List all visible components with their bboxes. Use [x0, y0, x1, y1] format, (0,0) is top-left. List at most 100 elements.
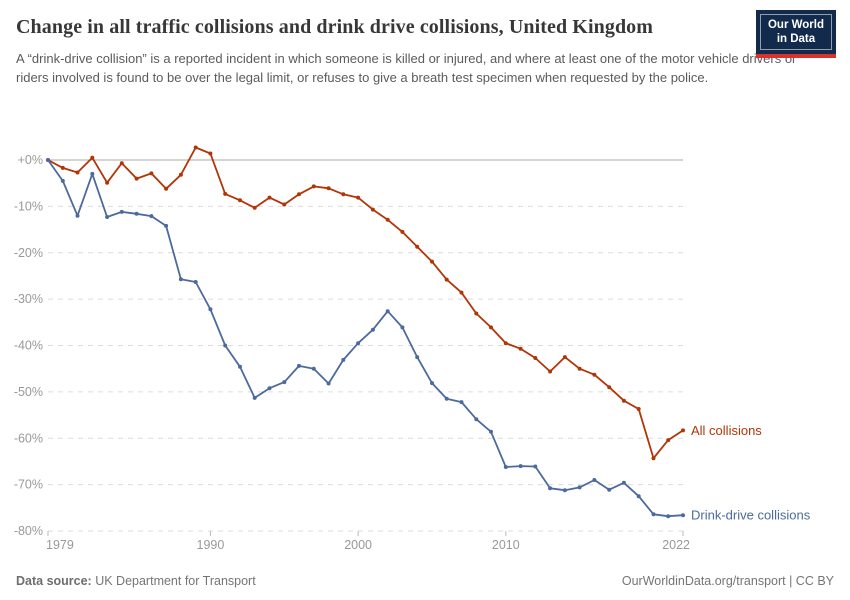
data-point[interactable] [548, 369, 553, 374]
data-point[interactable] [444, 277, 449, 282]
data-point[interactable] [282, 202, 287, 207]
data-point[interactable] [193, 145, 198, 150]
data-point[interactable] [385, 309, 390, 314]
data-point[interactable] [621, 480, 626, 485]
data-point[interactable] [282, 380, 287, 385]
data-point[interactable] [90, 155, 95, 160]
data-point[interactable] [60, 178, 65, 183]
data-point[interactable] [503, 465, 508, 469]
data-point[interactable] [208, 151, 213, 156]
data-point[interactable] [105, 180, 110, 185]
y-axis-tick-label: -40% [14, 339, 43, 353]
data-point[interactable] [134, 211, 139, 216]
data-point[interactable] [370, 327, 375, 332]
data-point[interactable] [503, 341, 508, 346]
data-point[interactable] [252, 205, 257, 210]
data-point[interactable] [356, 195, 361, 200]
series-line-all-collisions[interactable] [47, 146, 684, 460]
data-point[interactable] [193, 280, 198, 284]
data-point[interactable] [341, 192, 346, 197]
data-point[interactable] [341, 357, 346, 362]
data-point[interactable] [444, 396, 449, 401]
data-point[interactable] [164, 223, 169, 228]
data-point[interactable] [370, 207, 375, 212]
data-point[interactable] [577, 485, 582, 490]
data-point[interactable] [681, 513, 685, 518]
data-point[interactable] [297, 192, 301, 197]
data-point[interactable] [430, 381, 434, 386]
series-end-label[interactable]: All collisions [691, 423, 762, 438]
data-point[interactable] [385, 217, 390, 222]
data-point[interactable] [459, 290, 464, 295]
data-point[interactable] [592, 372, 597, 377]
data-point[interactable] [621, 398, 626, 403]
data-point[interactable] [533, 356, 538, 360]
data-point[interactable] [326, 381, 331, 386]
data-point[interactable] [46, 158, 50, 162]
data-point[interactable] [636, 494, 641, 499]
data-point[interactable] [267, 195, 272, 200]
data-point[interactable] [311, 366, 316, 371]
data-point[interactable] [267, 386, 272, 391]
data-point[interactable] [459, 400, 464, 405]
data-point[interactable] [636, 407, 641, 411]
data-point[interactable] [149, 214, 154, 219]
data-point[interactable] [489, 429, 493, 434]
data-point[interactable] [178, 172, 183, 177]
data-point[interactable] [681, 428, 685, 433]
data-point[interactable] [651, 456, 656, 461]
data-point[interactable] [607, 487, 612, 492]
data-point[interactable] [415, 244, 420, 249]
attribution[interactable]: OurWorldinData.org/transport | CC BY [621, 574, 834, 588]
data-point[interactable] [415, 355, 420, 360]
data-point[interactable] [238, 198, 242, 203]
data-point[interactable] [90, 171, 95, 176]
data-point[interactable] [223, 343, 228, 348]
data-point[interactable] [119, 161, 124, 166]
data-point[interactable] [356, 341, 361, 346]
data-point[interactable] [548, 486, 553, 491]
data-point[interactable] [489, 325, 493, 330]
data-point[interactable] [297, 363, 301, 368]
series-line-drink-drive-collisions[interactable] [47, 159, 684, 518]
data-point[interactable] [651, 512, 656, 517]
data-point[interactable] [311, 184, 316, 189]
data-point[interactable] [533, 464, 538, 469]
data-point[interactable] [666, 438, 671, 443]
data-point[interactable] [223, 191, 228, 196]
owid-logo[interactable]: Our World in Data [755, 10, 836, 58]
data-point[interactable] [326, 186, 331, 191]
data-point[interactable] [666, 514, 671, 519]
data-point[interactable] [238, 364, 242, 369]
data-point[interactable] [592, 478, 597, 482]
data-point[interactable] [430, 259, 434, 264]
data-point[interactable] [164, 186, 169, 191]
data-point[interactable] [562, 488, 567, 493]
data-point[interactable] [252, 395, 257, 400]
data-point[interactable] [75, 213, 80, 218]
data-point[interactable] [474, 417, 479, 422]
owid-logo-text: Our World in Data [759, 14, 832, 50]
data-point[interactable] [178, 277, 183, 282]
data-point[interactable] [577, 366, 582, 371]
data-point[interactable] [518, 346, 523, 351]
y-axis-tick-label: -50% [14, 385, 43, 399]
data-point[interactable] [607, 385, 612, 390]
data-point[interactable] [60, 165, 65, 170]
data-point[interactable] [400, 325, 405, 330]
series-end-label[interactable]: Drink-drive collisions [691, 508, 811, 523]
data-point[interactable] [134, 176, 139, 181]
data-point[interactable] [400, 229, 405, 234]
data-point[interactable] [105, 215, 110, 219]
logo-line-1: Our World [767, 19, 824, 31]
data-point[interactable] [562, 355, 567, 360]
data-point[interactable] [149, 171, 154, 176]
data-point[interactable] [518, 464, 523, 469]
data-point[interactable] [474, 311, 479, 316]
x-axis-tick-label: 1979 [46, 538, 74, 552]
data-point[interactable] [208, 307, 213, 312]
data-point[interactable] [119, 209, 124, 214]
data-point[interactable] [75, 170, 80, 175]
